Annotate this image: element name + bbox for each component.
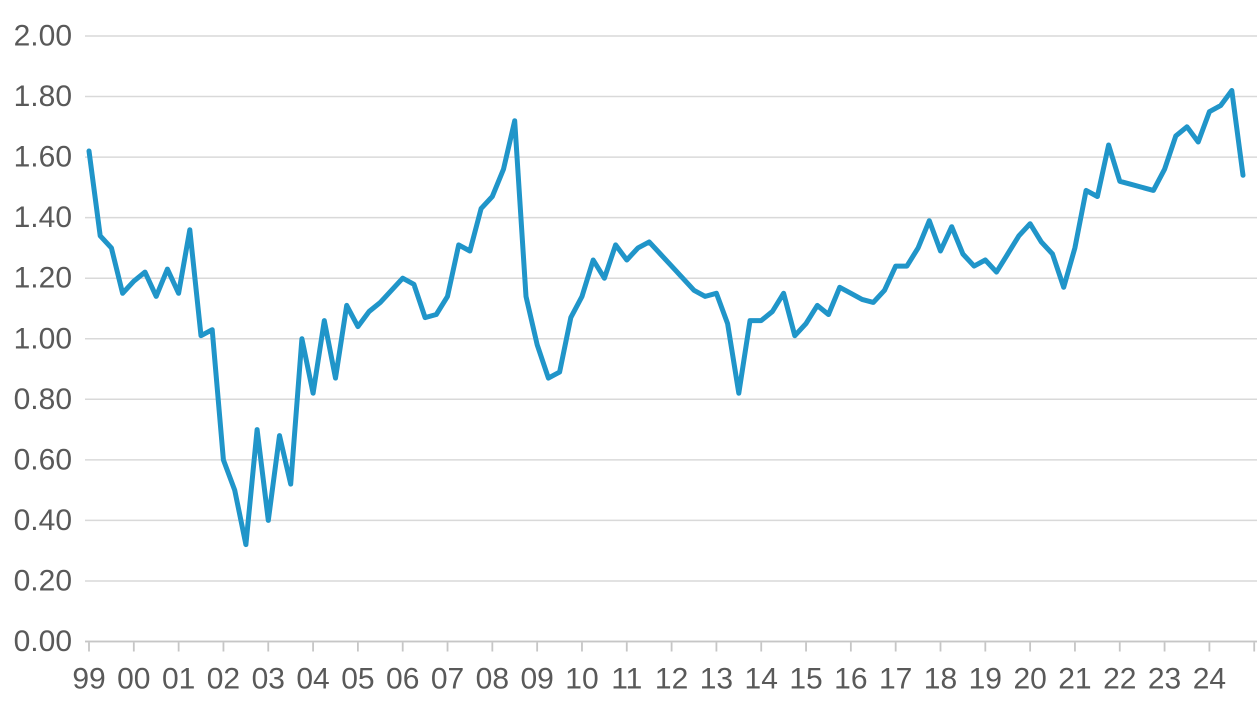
y-tick-label: 0.80 [14, 383, 72, 416]
x-tick-label: 18 [924, 663, 957, 696]
x-tick-label: 01 [162, 663, 195, 696]
x-tick-label: 00 [117, 663, 150, 696]
y-tick-label: 2.00 [14, 20, 72, 53]
x-tick-label: 08 [476, 663, 509, 696]
x-tick-label: 21 [1058, 663, 1091, 696]
x-tick-label: 05 [341, 663, 374, 696]
x-tick-label: 20 [1013, 663, 1046, 696]
y-axis-labels: 0.00 0.20 0.40 0.60 0.80 1.00 1.20 1.40 1.60 1.80… [14, 20, 72, 659]
x-tick-label: 04 [296, 663, 329, 696]
x-tick-label: 99 [72, 663, 105, 696]
x-tick-label: 17 [879, 663, 912, 696]
y-tick-label: 1.20 [14, 262, 72, 295]
x-tick-label: 24 [1193, 663, 1226, 696]
y-tick-label: 0.60 [14, 443, 72, 476]
x-tick-label: 23 [1148, 663, 1181, 696]
x-tick-label: 06 [386, 663, 419, 696]
x-tick-label: 11 [611, 663, 642, 696]
x-tick-label: 12 [655, 663, 688, 696]
y-tick-label: 0.40 [14, 504, 72, 537]
x-tick-label: 02 [207, 663, 240, 696]
x-tick-label: 07 [431, 663, 464, 696]
x-tick-label: 16 [834, 663, 867, 696]
x-tick-label: 22 [1103, 663, 1136, 696]
x-tick-label: 14 [745, 663, 778, 696]
y-tick-label: 1.80 [14, 80, 72, 113]
x-tick-label: 09 [520, 663, 553, 696]
x-tick-label: 03 [252, 663, 285, 696]
x-tick-label: 10 [565, 663, 598, 696]
y-tick-label: 1.00 [14, 322, 72, 355]
x-tick-label: 15 [789, 663, 822, 696]
x-tick-label: 13 [700, 663, 733, 696]
gridlines [85, 35, 1257, 643]
x-tick-label: 19 [969, 663, 1002, 696]
y-tick-label: 1.40 [14, 201, 72, 234]
y-tick-label: 0.00 [14, 625, 72, 658]
series-line [86, 88, 1246, 548]
x-axis [85, 640, 1257, 652]
y-tick-label: 0.20 [14, 564, 72, 597]
y-tick-label: 1.60 [14, 141, 72, 174]
data-series [86, 88, 1246, 548]
x-axis-labels: 99 00 01 02 03 04 05 06 07 08 09 10 11 12 13 14 15 16 17 18… [72, 663, 1226, 696]
